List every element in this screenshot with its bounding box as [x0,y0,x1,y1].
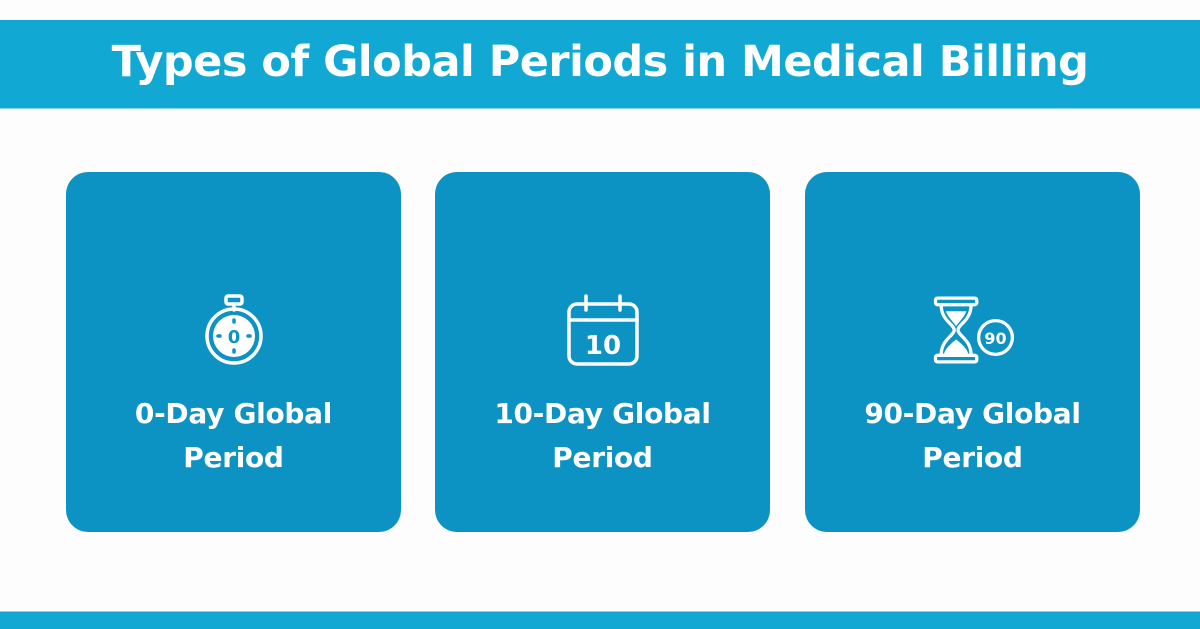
card-label-line1: 10-Day Global [494,397,711,430]
footer-band [0,611,1200,629]
card-label-line1: 0-Day Global [134,397,333,430]
card-90-day-global-period: 90 90-Day Global Period [805,172,1140,532]
svg-text:0: 0 [227,327,240,348]
svg-text:10: 10 [584,331,620,361]
svg-text:90: 90 [984,329,1006,348]
page-title: Types of Global Periods in Medical Billi… [111,37,1089,87]
stopwatch-icon: 0 [189,290,279,370]
card-label-line2: Period [183,441,284,474]
card-label-line2: Period [552,441,653,474]
hourglass-icon: 90 [928,290,1018,370]
card-0-day-global-period: 0 0-Day Global Period [66,172,401,532]
header-banner: Types of Global Periods in Medical Billi… [0,20,1200,109]
card-label-line1: 90-Day Global [864,397,1081,430]
card-label: 0-Day Global Period [135,392,332,480]
card-label-line2: Period [922,441,1023,474]
calendar-icon: 10 [558,290,648,370]
card-label: 90-Day Global Period [864,392,1081,480]
card-10-day-global-period: 10 10-Day Global Period [435,172,770,532]
card-label: 10-Day Global Period [494,392,711,480]
